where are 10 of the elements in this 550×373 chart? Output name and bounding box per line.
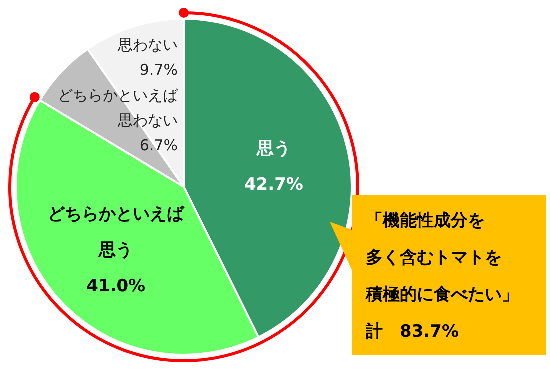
data-label: 42.7% xyxy=(244,174,304,195)
slice-label: 思わない xyxy=(117,36,178,54)
text: 「機能性成分を多く含むトマトを積極的に食べたい」 xyxy=(365,210,519,305)
slice-label: どちらかといえば思わない xyxy=(58,86,179,130)
data-label: 6.7% xyxy=(140,136,178,155)
slice-label: どちらかといえば思う xyxy=(48,204,186,261)
text: 計 83.7% xyxy=(365,322,459,342)
data-label: 9.7% xyxy=(140,60,178,79)
slice-label: 思う xyxy=(256,138,291,159)
data-label: 41.0% xyxy=(86,276,146,297)
